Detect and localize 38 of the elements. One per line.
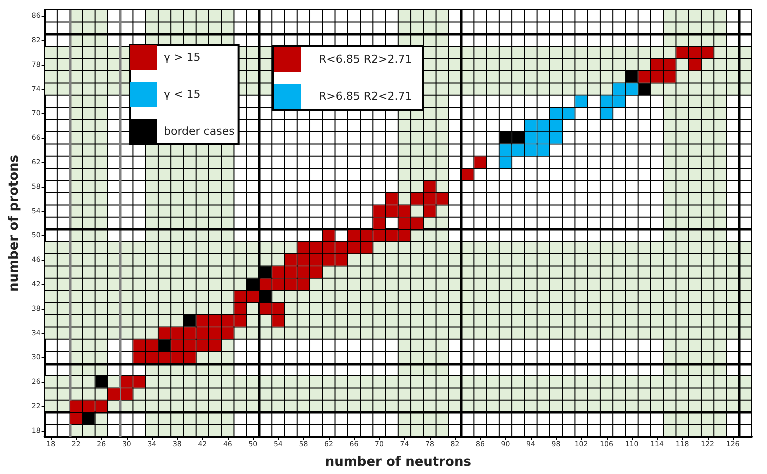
annotation: R>6.85 R2<2.71	[319, 90, 412, 103]
point	[500, 156, 512, 168]
point	[525, 144, 537, 156]
point	[83, 413, 95, 424]
point	[550, 120, 562, 132]
point	[550, 108, 562, 120]
point	[158, 340, 171, 352]
legend-label: border cases	[164, 125, 236, 138]
point	[96, 376, 108, 388]
point	[260, 291, 272, 302]
point	[576, 96, 588, 108]
point	[500, 144, 512, 156]
point	[626, 84, 638, 95]
point	[614, 96, 626, 108]
annotation: R<6.85 R2>2.71	[319, 53, 412, 66]
legend-label: γ > 15	[164, 51, 201, 64]
point	[525, 120, 537, 132]
point	[563, 108, 575, 120]
point	[600, 108, 613, 120]
x-axis-title: number of neutrons	[325, 455, 472, 470]
legend-box: R<6.85 R2>2.71 R>6.85 R2<2.71	[272, 45, 424, 111]
legend-label: γ < 15	[164, 88, 201, 101]
point	[538, 144, 550, 156]
point	[184, 315, 196, 327]
y-axis-title: number of protons	[7, 154, 22, 292]
point	[614, 84, 626, 95]
point	[500, 132, 512, 144]
point	[600, 96, 613, 108]
point	[260, 266, 272, 278]
point	[247, 278, 260, 290]
point	[638, 84, 651, 95]
point	[525, 132, 537, 144]
point	[538, 120, 550, 132]
point	[538, 132, 550, 144]
point	[512, 132, 524, 144]
point	[550, 132, 562, 144]
point	[626, 71, 638, 83]
point	[512, 144, 524, 156]
